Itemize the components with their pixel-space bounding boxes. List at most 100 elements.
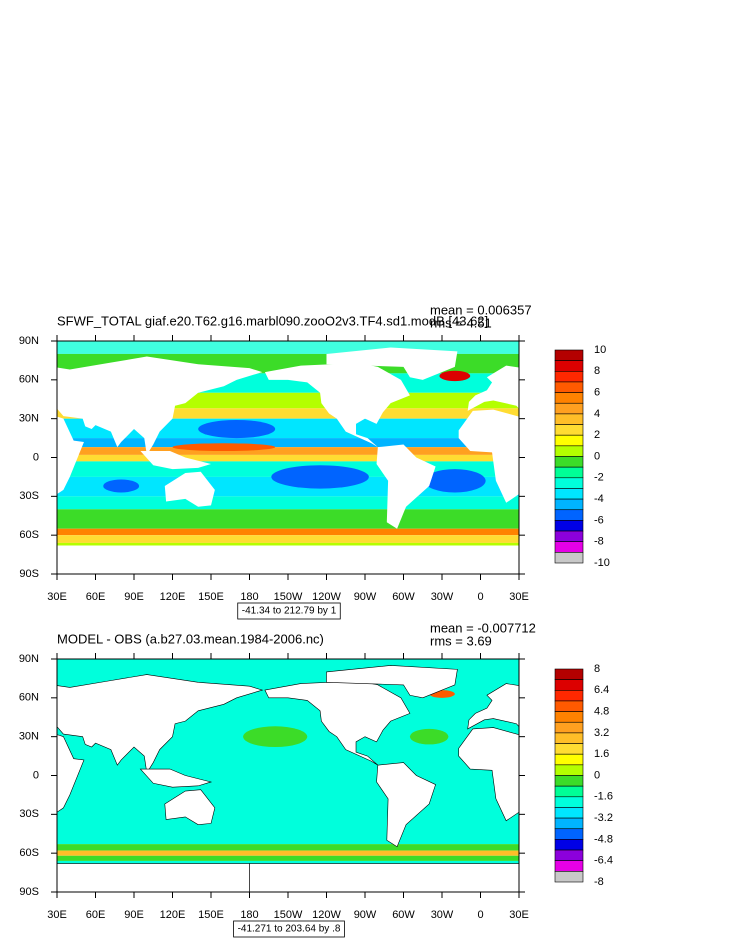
colorbar-box [555,510,583,521]
colorbar-box [555,701,583,712]
colorbar-box [555,829,583,840]
colorbar-label: -4.8 [594,833,613,845]
ocean-band [57,438,519,447]
lon-label: 120W [312,591,341,603]
colorbar-label: 10 [594,344,606,356]
colorbar-label: -6 [594,514,604,526]
colorbar-box [555,712,583,723]
lat-label: 30S [19,490,39,502]
ocean-band [57,529,519,535]
colorbar-box [555,488,583,499]
land [627,472,677,507]
colorbar-box [555,850,583,861]
lon-label: 30E [509,591,529,603]
lat-label: 0 [33,769,39,781]
lon-label: 120E [160,591,186,603]
colorbar-label: -6.4 [594,855,613,867]
lon-label: 0 [477,591,483,603]
ocean-anomaly [0,371,8,381]
lat-label: 30N [19,413,39,425]
map-field [0,659,724,892]
lon-label: 30W [431,909,454,921]
range-note: -41.271 to 203.64 by .8 [238,924,341,935]
colorbar-label: 0 [594,450,600,462]
colorbar-box [555,839,583,850]
lat-label: 0 [33,451,39,463]
lat-label: 90S [19,886,39,898]
colorbar-box [555,542,583,553]
lon-label: 30E [509,909,529,921]
ocean-anomaly [635,443,733,451]
colorbar-box [555,435,583,446]
colorbar-box [555,371,583,382]
colorbar-box [555,765,583,776]
lon-label: 60W [392,591,415,603]
colorbar-label: -8 [594,876,604,888]
lon-label: 120E [160,909,186,921]
lon-label: 30W [431,591,454,603]
lon-label: 30E [47,591,67,603]
lon-label: 150W [274,591,303,603]
lat-label: 30S [19,808,39,820]
ocean-anomaly [410,729,449,745]
colorbar-box [555,403,583,414]
map-field [0,341,733,574]
ocean-anomaly [439,371,470,381]
lon-label: 90E [124,909,144,921]
lon-label: 150E [198,909,224,921]
colorbar-label: 3.2 [594,727,609,739]
colorbar-box [555,393,583,404]
colorbar-label: -8 [594,536,604,548]
lat-label: 60N [19,692,39,704]
colorbar-box [555,446,583,457]
colorbar-box [555,520,583,531]
land [602,769,673,787]
colorbar-box [555,871,583,882]
colorbar-box [555,807,583,818]
colorbar-box [555,690,583,701]
lon-label: 0 [477,909,483,921]
ocean-band [57,856,519,861]
ocean-band [57,844,519,850]
colorbar-label: 4.8 [594,706,609,718]
colorbar-label: -1.6 [594,791,613,803]
lon-label: 90W [354,909,377,921]
land [627,790,677,825]
colorbar-box [555,744,583,755]
colorbar-label: 8 [594,663,600,675]
colorbar-box [555,457,583,468]
colorbar-label: 8 [594,365,600,377]
colorbar-box [555,733,583,744]
colorbar-label: -2 [594,472,604,484]
lon-label: 60E [86,591,106,603]
lon-label: 90E [124,591,144,603]
range-note: -41.34 to 212.79 by 1 [242,606,337,617]
colorbar-box [555,382,583,393]
colorbar-label: 6.4 [594,684,609,696]
rms-label: rms = 3.69 [430,633,492,648]
colorbar-label: -4 [594,493,604,505]
land [602,451,673,469]
colorbar-label: -3.2 [594,812,613,824]
lat-label: 60S [19,529,39,541]
colorbar-box [555,669,583,680]
lat-label: 60S [19,847,39,859]
lat-label: 90N [19,653,39,665]
lon-label: 90W [354,591,377,603]
lon-label: 60E [86,909,106,921]
colorbar-box [555,754,583,765]
colorbar-box [555,861,583,872]
colorbar-label: 2 [594,429,600,441]
colorbar-box [555,467,583,478]
lat-label: 90N [19,335,39,347]
colorbar-box [555,425,583,436]
ocean-anomaly [0,474,13,487]
lat-label: 60N [19,374,39,386]
colorbar-label: -10 [594,557,610,569]
colorbar-box [555,531,583,542]
ocean-band [57,509,519,528]
rms-label: rms = 4.51 [430,315,492,330]
